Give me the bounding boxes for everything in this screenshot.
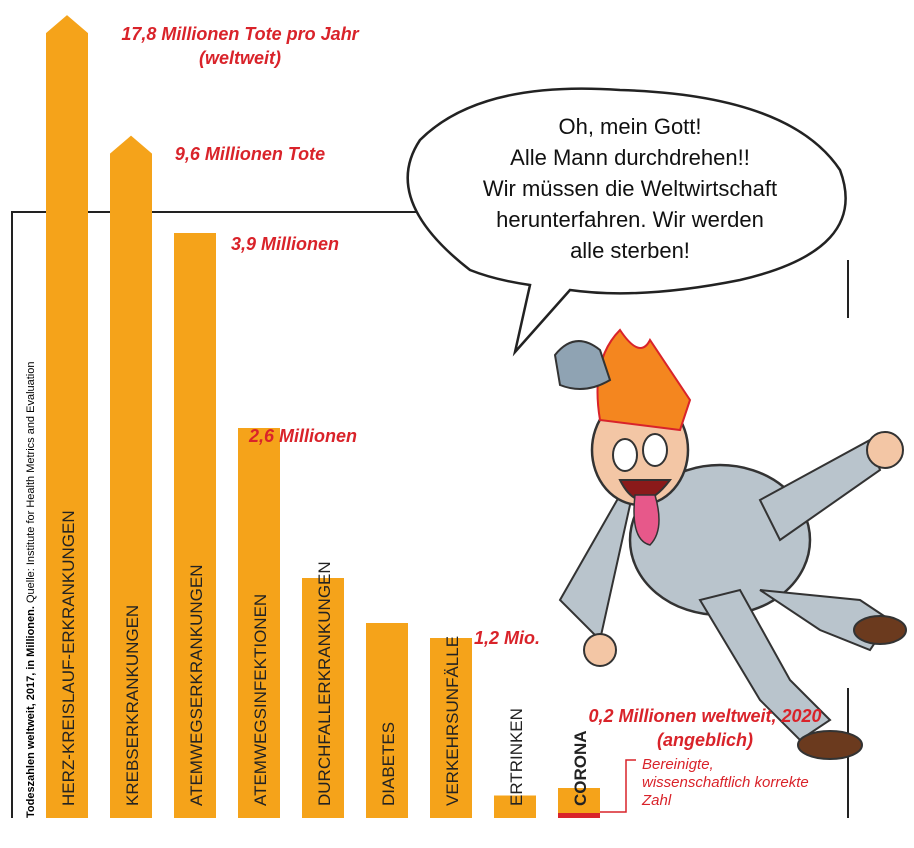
bar xyxy=(430,638,472,818)
category-label: CORONA xyxy=(571,730,590,806)
caption: Todeszahlen weltweit, 2017, in Millionen… xyxy=(25,362,37,818)
bar xyxy=(302,578,344,818)
value-label: 3,9 Millionen xyxy=(230,234,340,254)
cartoon-figure xyxy=(553,328,907,760)
value-label: 2,6 Millionen xyxy=(248,426,358,446)
speech-text: herunterfahren. Wir werden xyxy=(496,207,764,232)
category-label: ATEMWEGSERKRANKUNGEN xyxy=(187,565,206,807)
category-label: DURCHFALLERKRANKUNGEN xyxy=(315,561,334,806)
speech-text: Wir müssen die Weltwirtschaft xyxy=(483,176,777,201)
category-label: VERKEHRSUNFÄLLE xyxy=(443,636,462,806)
value-label: 1,2 Mio. xyxy=(473,628,540,648)
bar xyxy=(238,428,280,818)
annotation-bracket xyxy=(600,759,636,813)
category-label: DIABETES xyxy=(379,722,398,806)
value-label: 17,8 Millionen Tote pro Jahr (weltweit) xyxy=(121,24,359,68)
speech-bubble: Oh, mein Gott! Alle Mann durchdrehen!! Wir… xyxy=(406,87,847,357)
bar xyxy=(366,623,408,818)
category-label: HERZ-KREISLAUF-ERKRANKUNGEN xyxy=(59,510,78,806)
bar xyxy=(46,15,88,818)
speech-text: Alle Mann durchdrehen!! xyxy=(510,145,750,170)
annotation: Bereinigte, wissenschaftlich korrekte Za… xyxy=(642,756,809,809)
bar xyxy=(494,795,536,818)
value-label: 9,6 Millionen Tote xyxy=(174,144,326,164)
bar xyxy=(110,135,152,818)
corrected-bar xyxy=(558,813,600,818)
category-label: ERTRINKEN xyxy=(507,708,526,806)
speech-text: Oh, mein Gott! xyxy=(558,114,701,139)
bar xyxy=(174,233,216,818)
speech-text: alle sterben! xyxy=(570,238,690,263)
category-label: ATEMWEGSINFEKTIONEN xyxy=(251,594,270,806)
value-label: 0,2 Millionen weltweit, 2020 (angeblich) xyxy=(588,706,822,750)
category-label: KREBSERKRANKUNGEN xyxy=(123,605,142,806)
